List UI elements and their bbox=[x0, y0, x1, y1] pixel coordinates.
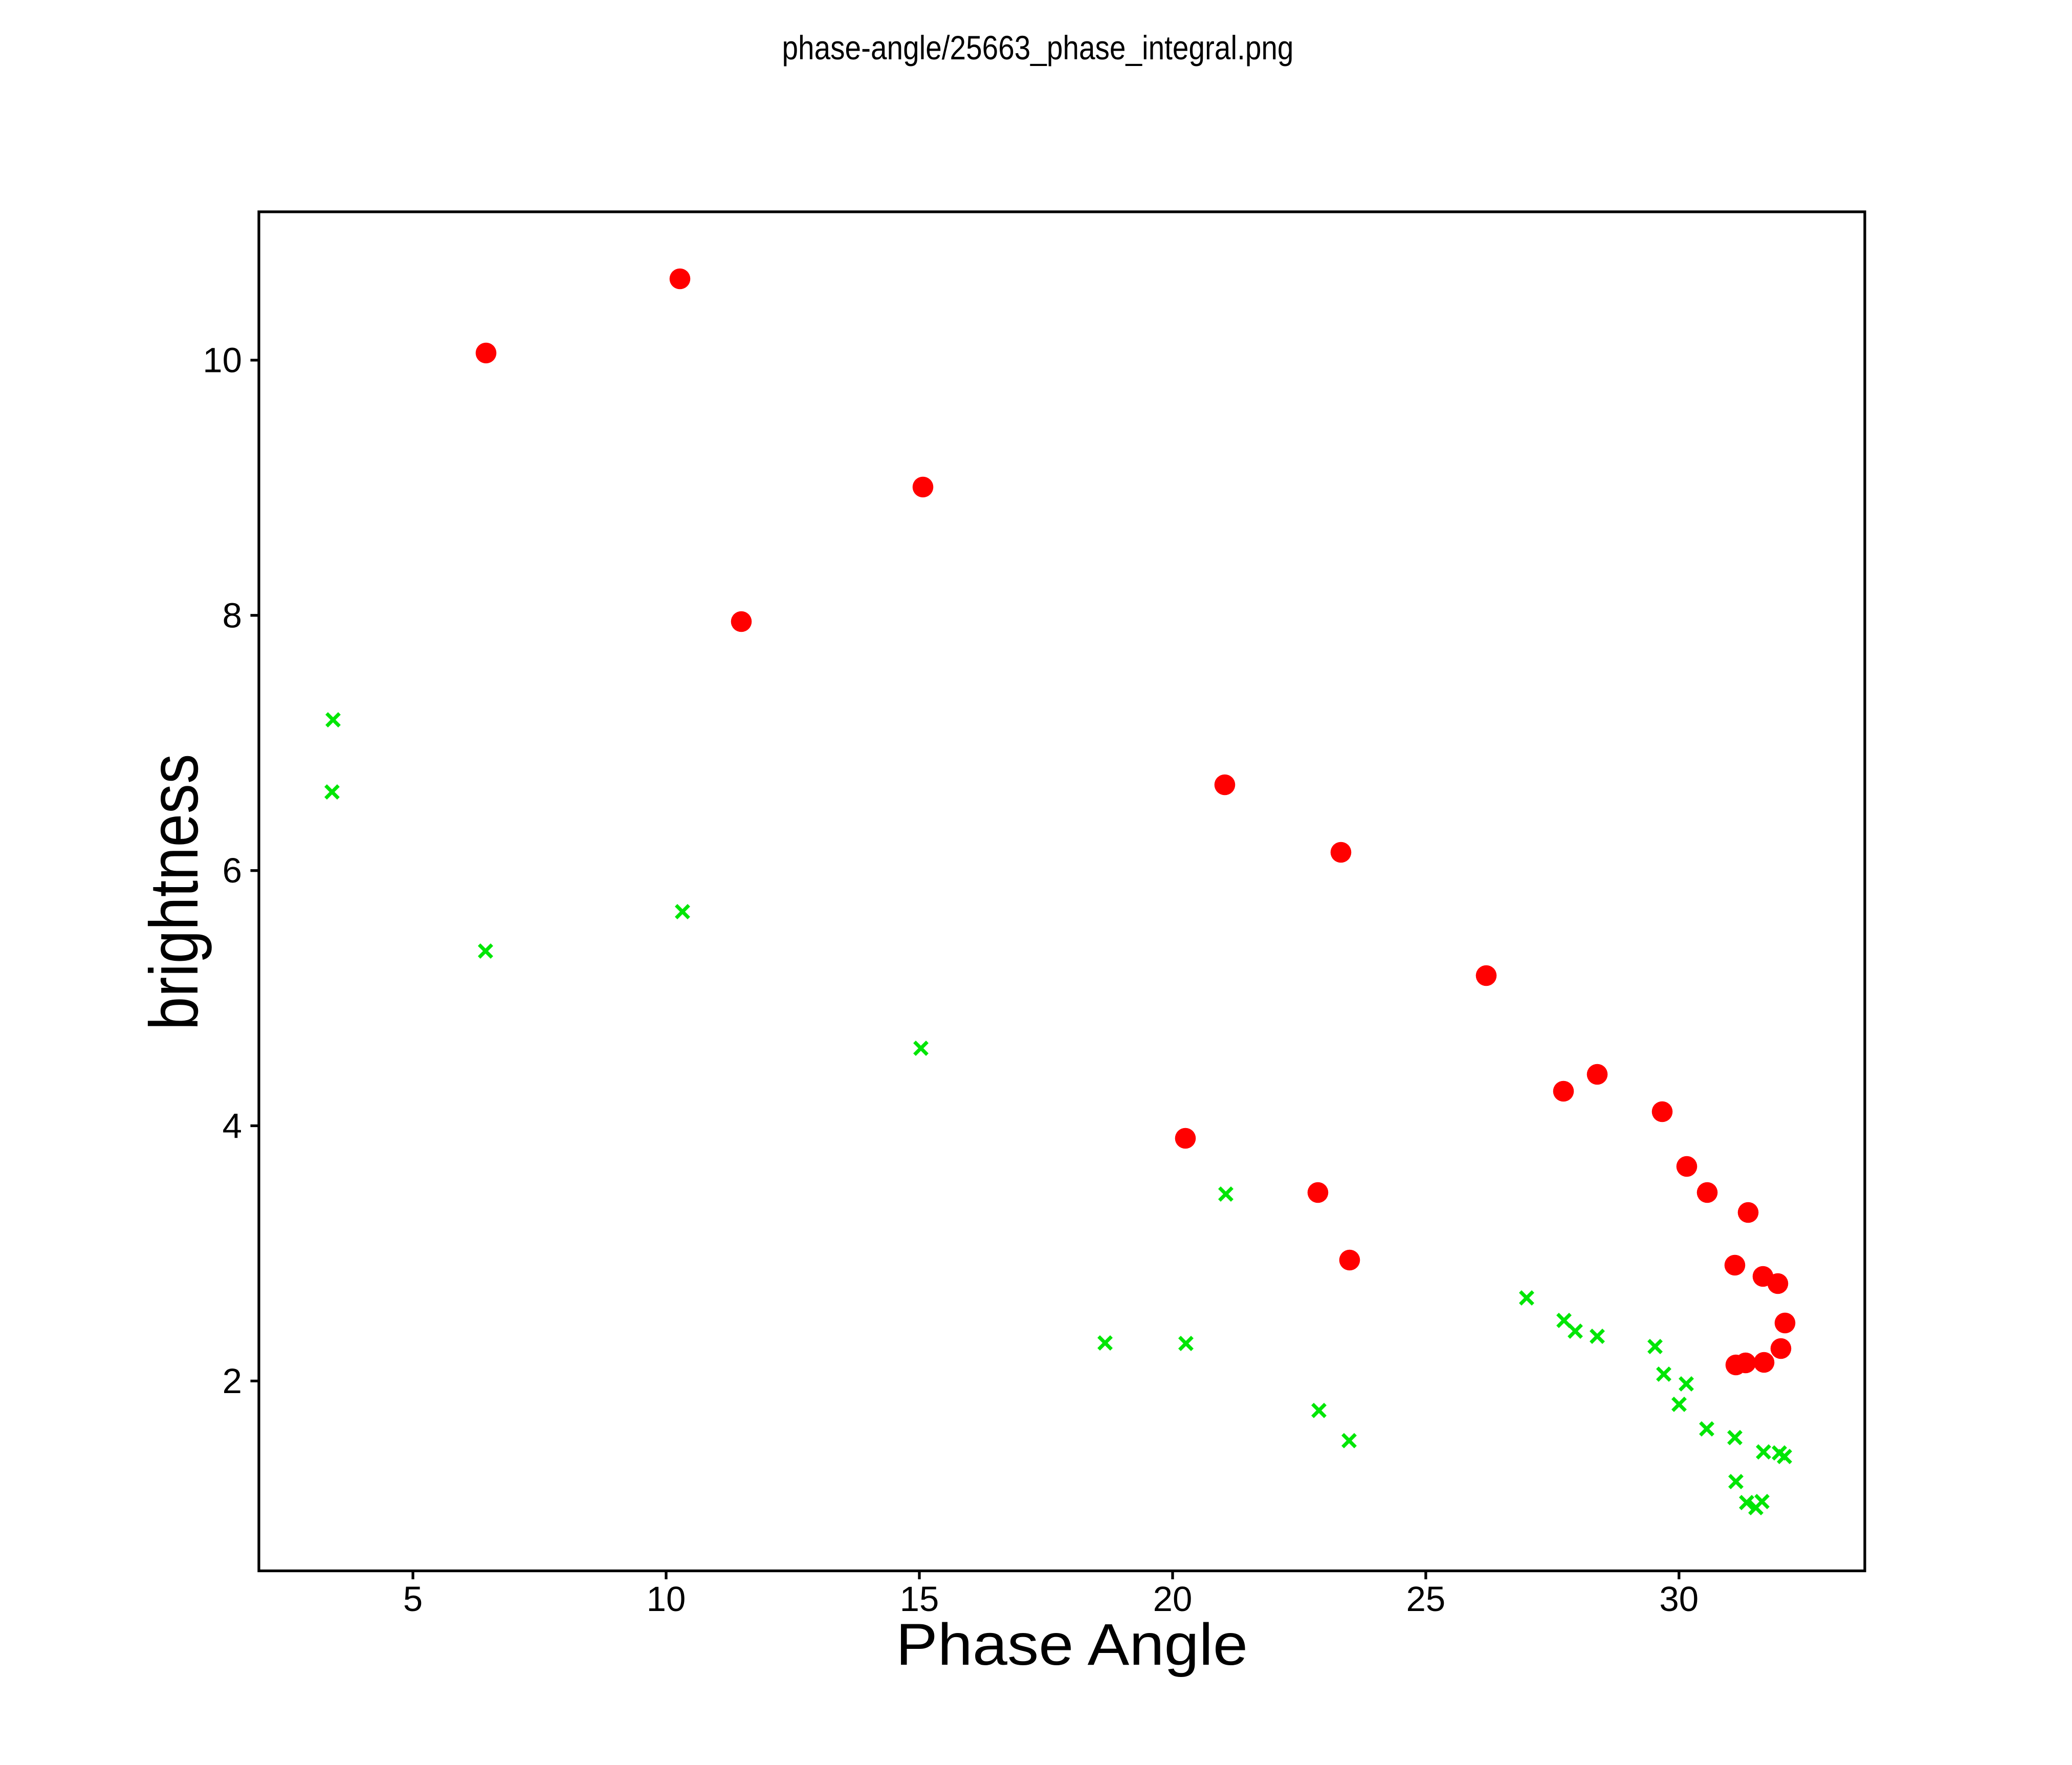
svg-text:6: 6 bbox=[223, 851, 242, 890]
svg-text:5: 5 bbox=[403, 1579, 423, 1619]
svg-text:brightness: brightness bbox=[136, 754, 212, 1030]
svg-text:30: 30 bbox=[1659, 1579, 1699, 1619]
svg-text:phase-angle/25663_phase_integr: phase-angle/25663_phase_integral.png bbox=[782, 29, 1294, 67]
svg-text:15: 15 bbox=[900, 1579, 939, 1619]
svg-text:20: 20 bbox=[1153, 1579, 1193, 1619]
svg-text:4: 4 bbox=[223, 1106, 242, 1145]
svg-text:10: 10 bbox=[203, 341, 242, 380]
svg-text:10: 10 bbox=[647, 1579, 686, 1619]
svg-text:8: 8 bbox=[223, 595, 242, 635]
svg-text:2: 2 bbox=[223, 1361, 242, 1401]
svg-text:Phase Angle: Phase Angle bbox=[896, 1612, 1248, 1678]
svg-text:25: 25 bbox=[1406, 1579, 1446, 1619]
